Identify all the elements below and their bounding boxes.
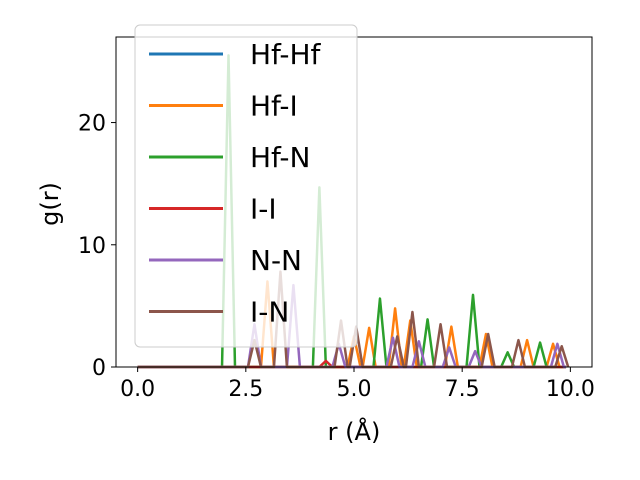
legend-label-hf-n: Hf-N: [250, 141, 310, 174]
legend-label-hf-i: Hf-I: [250, 90, 298, 123]
axes: 0.0 2.5 5.0 7.5 10.0 0 10 20: [78, 36, 595, 402]
y-tick-label: 20: [78, 112, 106, 137]
legend-box: [134, 24, 358, 348]
x-tick-label: 2.5: [228, 377, 263, 402]
y-tick-label: 0: [92, 356, 106, 381]
legend-label-i-n: I-N: [250, 296, 289, 329]
x-tick-label: 10.0: [546, 377, 595, 402]
legend-label-hf-hf: Hf-Hf: [250, 38, 322, 71]
x-tick-label: 7.5: [445, 377, 480, 402]
legend-label-n-n: N-N: [250, 244, 302, 277]
legend: Hf-Hf Hf-I Hf-N I-I N-N I-N: [134, 24, 358, 348]
y-axis-label: g(r): [36, 182, 64, 226]
x-tick-label: 5.0: [337, 377, 372, 402]
legend-label-i-i: I-I: [250, 193, 277, 226]
x-axis-label: r (Å): [328, 417, 381, 446]
x-tick-label: 0.0: [120, 377, 155, 402]
y-tick-label: 10: [78, 234, 106, 259]
